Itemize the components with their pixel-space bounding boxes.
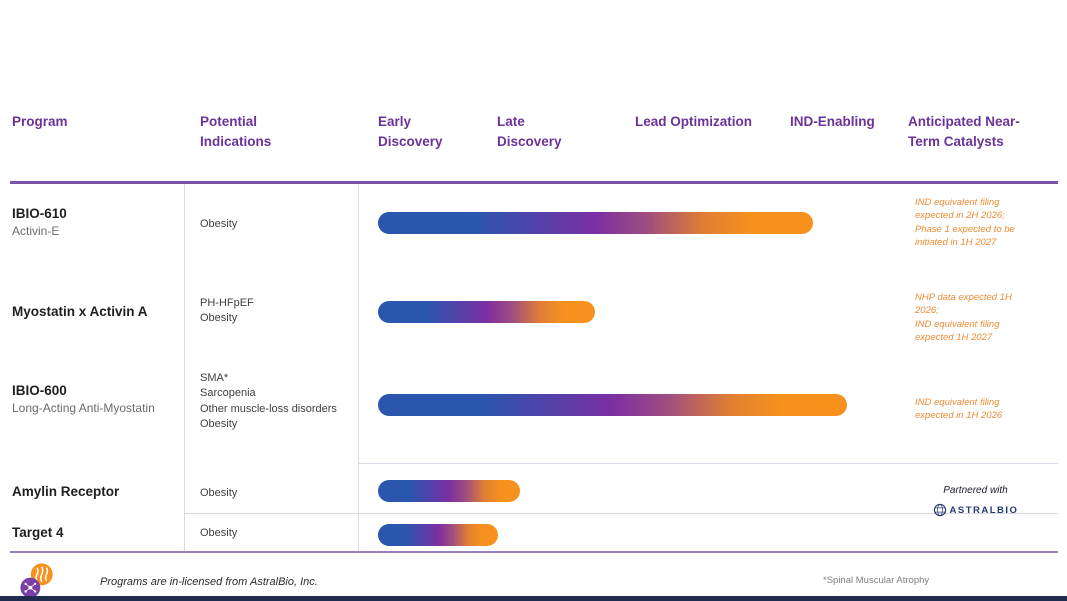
indications-text: Obesity <box>200 527 238 539</box>
astralbio-wordmark: ASTRALBIO <box>949 504 1019 516</box>
header-divider-line <box>10 181 1058 184</box>
column-header-catalysts: Anticipated Near-Term Catalysts <box>908 114 1020 150</box>
catalyst-text: NHP data expected 1H 2026; IND equivalen… <box>915 292 1012 344</box>
program-name: Myostatin x Activin A <box>12 304 148 319</box>
program-cell: Myostatin x Activin A <box>12 304 187 321</box>
indications-text: PH-HFpEF Obesity <box>200 297 254 325</box>
column-header-program: Program <box>12 114 68 129</box>
stage-header-lead-optimization: Lead Optimization <box>635 114 753 129</box>
program-subtitle: Activin-E <box>12 223 60 238</box>
program-name: IBIO-600 <box>12 383 67 398</box>
footer-license-note: Programs are in-licensed from AstralBio,… <box>100 576 318 588</box>
row-divider-target4 <box>184 513 1058 514</box>
column-header-indications: Potential Indications <box>200 114 272 150</box>
astralbio-globe-icon <box>933 503 947 517</box>
ibio-logo <box>18 562 56 601</box>
program-cell: IBIO-610 Activin-E <box>12 206 177 239</box>
indications-text: Obesity <box>200 487 238 499</box>
indications-text: Obesity <box>200 218 238 230</box>
program-cell: Amylin Receptor <box>12 484 187 501</box>
pipeline-bar-ibio-600 <box>378 394 847 416</box>
program-cell: IBIO-600 Long-Acting Anti-Myostatin <box>12 383 172 416</box>
catalyst-text: IND equivalent filing expected in 2H 202… <box>915 197 1015 249</box>
catalyst-text: IND equivalent filing expected in 1H 202… <box>915 397 1003 422</box>
program-name: Target 4 <box>12 525 64 540</box>
astralbio-logo: ASTRALBIO <box>893 503 1058 517</box>
program-name: IBIO-610 <box>12 206 67 221</box>
program-subtitle: Long-Acting Anti-Myostatin <box>12 400 155 415</box>
table-bottom-line <box>10 551 1058 553</box>
stage-header-ind-enabling: IND-Enabling <box>790 114 875 129</box>
pipeline-bar-ibio-610 <box>378 212 813 234</box>
sma-footnote: *Spinal Muscular Atrophy <box>823 575 930 586</box>
partner-block: Partnered with ASTRALBIO <box>893 485 1058 517</box>
program-cell: Target 4 <box>12 525 187 542</box>
indications-text: SMA* Sarcopenia Other muscle-loss disord… <box>200 372 337 431</box>
column-divider-1 <box>184 184 185 551</box>
partnered-with-label: Partnered with <box>943 485 1008 496</box>
row-divider-partnered-section <box>358 463 1058 464</box>
stage-header-early-discovery: Early Discovery <box>378 114 443 150</box>
pipeline-bar-target-4 <box>378 524 498 546</box>
program-name: Amylin Receptor <box>12 484 120 499</box>
pipeline-bar-myostatin-activin-a <box>378 301 595 323</box>
pipeline-bar-amylin-receptor <box>378 480 520 502</box>
column-divider-2 <box>358 184 359 551</box>
stage-header-late-discovery: Late Discovery <box>497 114 562 150</box>
bottom-accent-bar <box>0 596 1067 601</box>
